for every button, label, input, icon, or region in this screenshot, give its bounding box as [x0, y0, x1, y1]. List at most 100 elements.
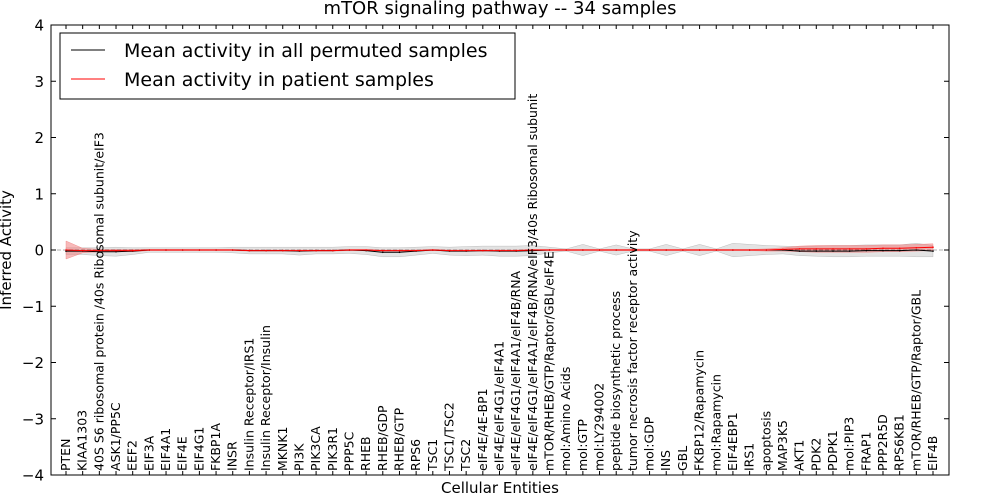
x-tick-label: PPP5C	[341, 431, 356, 471]
point-series-2	[782, 248, 784, 251]
y-tick-label: −1	[22, 298, 44, 316]
legend-box	[59, 32, 516, 100]
point-series-2	[848, 248, 851, 250]
point-series-2	[131, 249, 134, 252]
x-tick-label: RPS6	[408, 439, 423, 471]
point-series-1	[898, 249, 901, 252]
x-tick-label: EIF4A1	[158, 428, 173, 471]
point-series-2	[382, 249, 384, 252]
y-tick-label: −2	[22, 354, 44, 372]
point-series-2	[865, 248, 868, 250]
point-series-2	[81, 249, 84, 252]
x-tick-label: RHEB	[358, 436, 373, 471]
point-series-2	[615, 249, 617, 251]
point-series-2	[65, 249, 67, 251]
point-series-2	[282, 249, 284, 252]
point-series-1	[915, 249, 918, 251]
y-axis-label: Inferred Activity	[0, 190, 15, 310]
point-series-2	[648, 249, 651, 251]
x-tick-label: Insulin Receptor/IRS1	[241, 338, 256, 471]
legend-label-patient: Mean activity in patient samples	[124, 69, 434, 91]
point-series-1	[798, 250, 801, 252]
point-series-2	[348, 249, 351, 251]
x-tick-label: PI3K	[291, 443, 306, 471]
x-tick-label: EIF4B	[925, 436, 940, 471]
y-tick-label: 4	[34, 17, 44, 35]
point-series-1	[815, 250, 818, 252]
x-tick-label: mol:GTP	[575, 419, 590, 471]
point-series-2	[165, 249, 167, 251]
x-tick-label: mol:GDP	[642, 416, 657, 471]
point-series-2	[748, 249, 751, 251]
x-tick-label: EIF4E	[175, 436, 190, 471]
x-tick-label: PIK3R1	[325, 427, 340, 471]
x-tick-label: EIF4G1	[191, 427, 206, 471]
point-series-2	[515, 249, 517, 252]
point-series-2	[632, 249, 634, 251]
x-tick-label: FRAP1	[858, 432, 873, 471]
point-series-2	[365, 249, 367, 251]
point-series-2	[732, 249, 734, 251]
point-series-2	[665, 249, 667, 251]
x-tick-label: TSC1	[425, 439, 440, 472]
x-tick-label: INS	[658, 450, 673, 471]
point-series-2	[798, 248, 801, 250]
point-series-2	[315, 249, 317, 252]
point-series-2	[415, 249, 417, 252]
x-tick-label: mTOR/RHEB/GTP/Raptor/GBL/eIF4E	[542, 251, 557, 471]
point-series-2	[231, 249, 234, 251]
x-tick-label: mTOR/RHEB/GTP/Raptor/GBL	[908, 290, 923, 471]
x-tick-label: KIAA1303	[75, 410, 90, 471]
x-tick-label: mol:PIP3	[842, 417, 857, 471]
point-series-2	[682, 249, 684, 251]
x-tick-label: TSC2	[458, 439, 473, 472]
point-series-2	[532, 249, 534, 251]
x-axis: PTEN KIAA1303 40S S6 ribosomal protein /40…	[58, 25, 940, 475]
point-series-1	[382, 251, 384, 254]
point-series-2	[915, 247, 918, 249]
point-series-1	[932, 250, 934, 252]
point-series-2	[332, 249, 334, 252]
x-tick-label: tumor necrosis factor receptor activity	[625, 230, 640, 471]
point-series-2	[698, 249, 701, 251]
legend-label-permuted: Mean activity in all permuted samples	[124, 40, 487, 62]
point-series-1	[848, 250, 851, 252]
point-series-2	[482, 249, 484, 252]
point-series-2	[98, 249, 101, 252]
chart-title: mTOR signaling pathway -- 34 samples	[324, 0, 677, 19]
point-series-2	[115, 249, 117, 252]
point-series-2	[398, 249, 401, 252]
x-tick-label: EEF2	[125, 440, 140, 471]
point-series-2	[248, 249, 251, 252]
point-series-2	[765, 249, 768, 251]
x-tick-label: apoptosis	[758, 411, 773, 471]
x-tick-label: RPS6KB1	[892, 414, 907, 471]
point-series-2	[832, 248, 834, 250]
point-series-2	[298, 249, 301, 252]
x-tick-label: 40S S6 ribosomal protein /40s Ribosomal …	[91, 132, 106, 471]
x-tick-label: PTEN	[58, 439, 73, 471]
y-axis: −4 −3 −2 −1 0 1 2 3 4	[22, 17, 949, 485]
x-tick-label: eIF4E/eIF4G1/eIF4A1/eIF4B/RNA	[508, 270, 523, 471]
point-series-2	[548, 249, 551, 251]
x-tick-label: ASK1/PP5C	[108, 402, 123, 471]
point-series-2	[898, 247, 901, 250]
x-tick-label: mol:LY294002	[592, 383, 607, 471]
x-tick-label: MAP3K5	[775, 420, 790, 471]
point-series-2	[932, 246, 934, 248]
y-tick-label: 0	[34, 242, 44, 260]
x-tick-label: RHEB/GDP	[375, 405, 390, 471]
x-tick-label: eIF4E/4E-BP1	[475, 388, 490, 471]
point-series-2	[181, 249, 184, 251]
y-tick-label: 2	[34, 129, 44, 147]
x-tick-label: RHEB/GTP	[392, 407, 407, 471]
x-tick-label: EIF3A	[141, 435, 156, 471]
x-tick-label: IRS1	[742, 443, 757, 471]
point-series-2	[582, 249, 584, 251]
x-tick-label: mol:Amino Acids	[558, 367, 573, 471]
point-series-1	[865, 249, 868, 252]
series-lines	[65, 246, 934, 254]
point-series-2	[815, 248, 818, 250]
x-tick-label: PDK2	[808, 438, 823, 471]
